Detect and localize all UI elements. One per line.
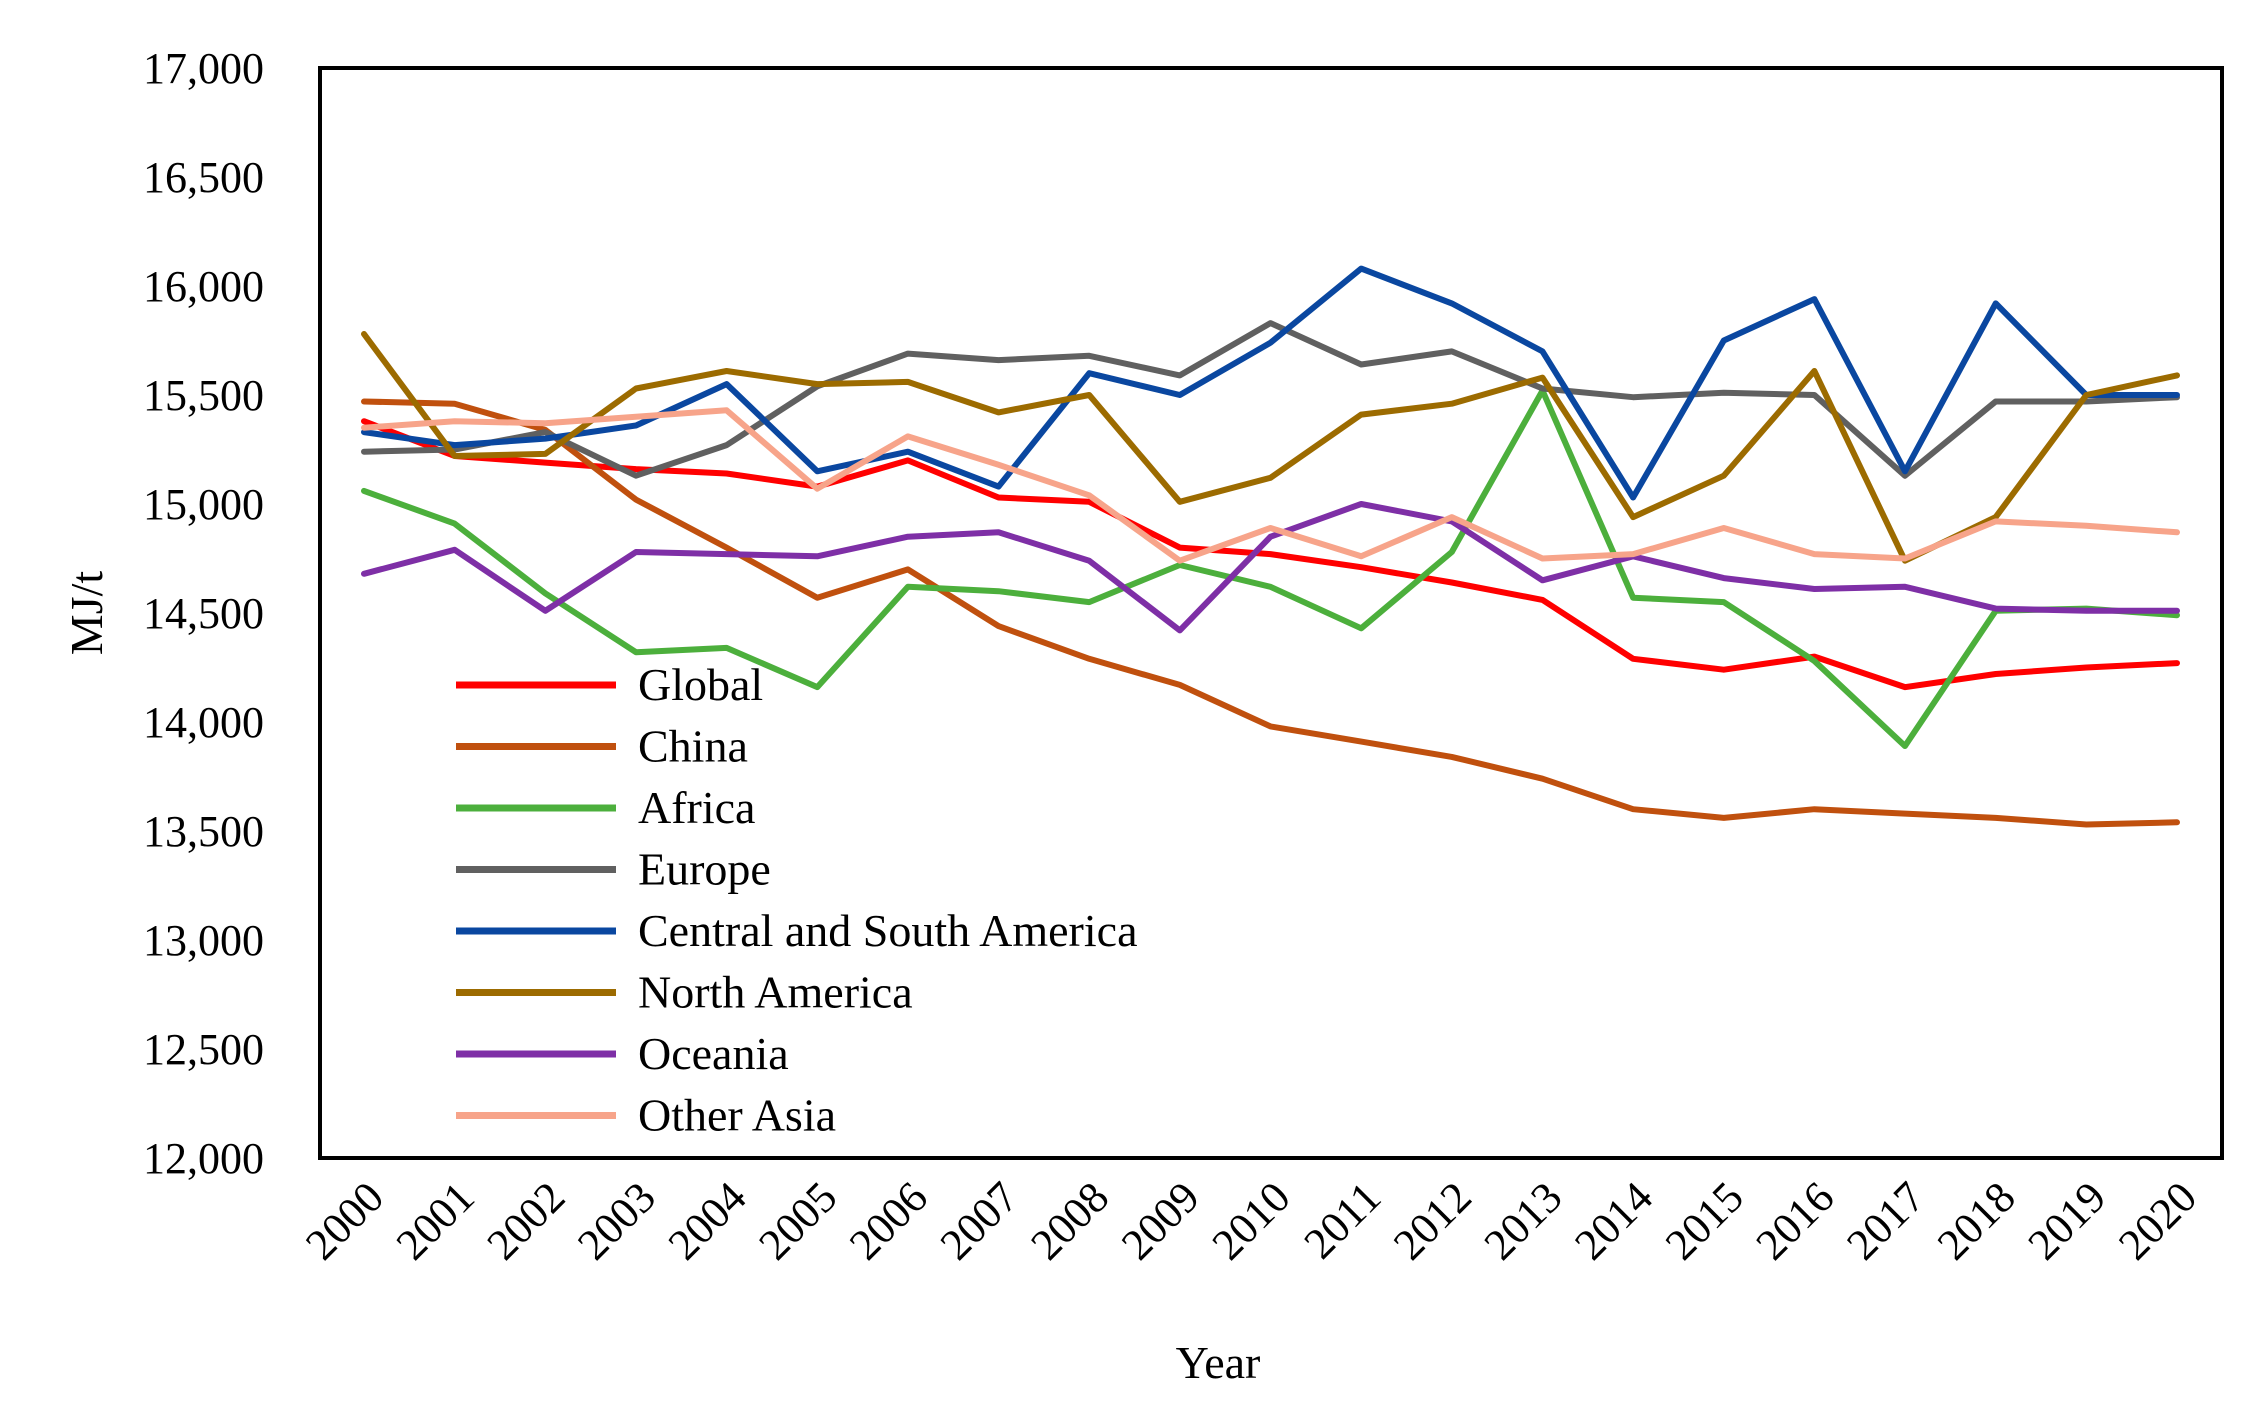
legend-label: Other Asia [638,1090,836,1141]
y-tick-label: 15,500 [143,371,264,420]
x-tick-label: 2006 [840,1172,937,1269]
x-tick-label: 2002 [477,1172,574,1269]
x-tick-label: 2020 [2109,1172,2206,1269]
y-tick-label: 14,000 [143,698,264,747]
y-tick-label: 17,000 [143,44,264,93]
x-tick-label: 2016 [1747,1172,1844,1269]
y-tick-label: 12,500 [143,1025,264,1074]
x-axis-ticks: 2000200120022003200420052006200720082009… [296,1172,2206,1269]
x-tick-label: 2013 [1475,1172,1572,1269]
x-tick-label: 2014 [1565,1172,1662,1269]
series-line-china [361,398,2180,828]
x-tick-label: 2003 [568,1172,665,1269]
x-tick-label: 2019 [2019,1172,2116,1269]
x-tick-label: 2010 [1203,1172,1300,1269]
series-line-europe [361,320,2180,479]
series-line-central-and-south-america [361,265,2180,501]
y-tick-label: 13,500 [143,807,264,856]
y-axis-title: MJ/t [61,571,112,656]
x-tick-label: 2004 [659,1172,756,1269]
legend-label: North America [638,967,913,1018]
y-tick-label: 16,000 [143,262,264,311]
x-tick-label: 2000 [296,1172,393,1269]
y-axis-ticks: 12,000 12,500 13,000 13,500 14,000 14,500 15,0… [143,44,264,1183]
legend-label: Oceania [638,1028,789,1079]
series-line-other-asia [361,407,2180,564]
y-tick-label: 13,000 [143,916,264,965]
x-tick-label: 2008 [1021,1172,1118,1269]
x-tick-label: 2011 [1294,1172,1390,1268]
y-tick-label: 16,500 [143,153,264,202]
legend-label: Africa [638,782,755,833]
x-axis-title: Year [1176,1337,1261,1388]
x-tick-label: 2005 [749,1172,846,1269]
y-tick-label: 14,500 [143,589,264,638]
series-layer [361,265,2180,828]
legend-label: Europe [638,844,771,895]
series-line-north-america [361,331,2180,564]
series-line-africa [361,387,2180,749]
x-tick-label: 2017 [1837,1172,1934,1269]
y-tick-label: 15,000 [143,480,264,529]
series-line-oceania [361,501,2180,634]
legend-label: China [638,721,748,772]
x-tick-label: 2012 [1384,1172,1481,1269]
x-tick-label: 2018 [1928,1172,2025,1269]
x-tick-label: 2007 [931,1172,1028,1269]
legend-label: Global [638,659,763,710]
series-line-global [361,418,2180,691]
x-tick-label: 2001 [387,1172,484,1269]
legend: Global China Africa Europe Central and South… [456,659,1138,1141]
legend-label: Central and South America [638,905,1138,956]
x-tick-label: 2009 [1112,1172,1209,1269]
plot-area-frame [318,66,2224,1160]
x-tick-label: 2015 [1656,1172,1753,1269]
y-tick-label: 12,000 [143,1134,264,1183]
